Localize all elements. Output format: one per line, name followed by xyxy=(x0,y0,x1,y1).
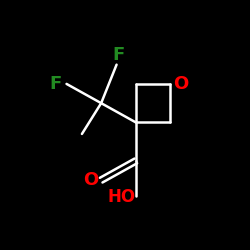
Text: F: F xyxy=(50,75,62,93)
Text: F: F xyxy=(112,46,124,64)
Text: O: O xyxy=(83,171,98,189)
Text: O: O xyxy=(174,75,189,93)
Text: HO: HO xyxy=(107,188,136,206)
